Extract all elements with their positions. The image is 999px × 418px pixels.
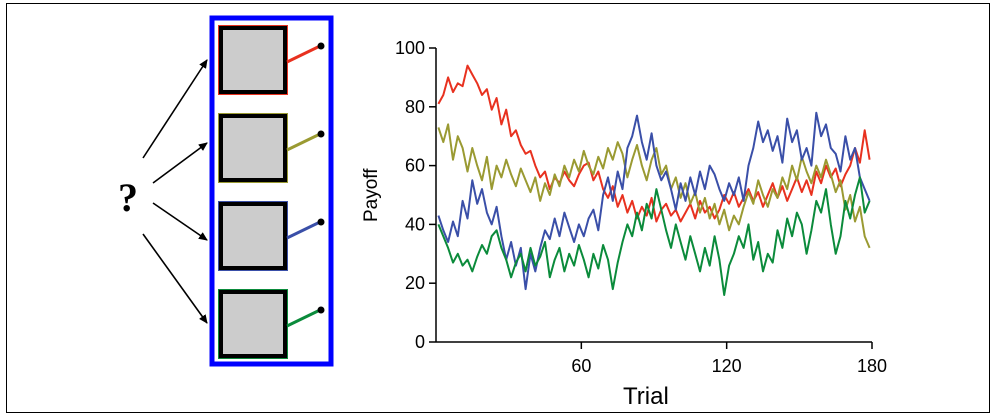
arm-box (219, 202, 287, 270)
arm-knob (317, 42, 325, 50)
arm-box (219, 290, 287, 358)
arm-lever (286, 220, 321, 240)
arrow-to-arm-2 (152, 142, 208, 184)
arm-lever (286, 308, 321, 328)
arm-box (219, 26, 287, 94)
x-tick-label: 120 (712, 356, 742, 376)
arm-knob (317, 130, 325, 138)
arm-lever (286, 132, 321, 152)
arrow-to-arm-3 (152, 202, 208, 241)
x-tick-label: 60 (571, 356, 591, 376)
y-ticks: 0 20 40 60 80 100 (395, 38, 436, 352)
bandit-arm-olive (218, 113, 325, 183)
figure-frame (6, 3, 990, 413)
arrow-to-arm-1 (142, 59, 208, 159)
y-tick-label: 80 (405, 97, 425, 117)
x-axis-title: Trial (623, 383, 669, 410)
series-layer (437, 64, 871, 296)
arm-box (219, 114, 287, 182)
series-line-4 (437, 176, 871, 296)
arm-knob (317, 306, 325, 314)
arm-knob (317, 218, 325, 226)
series-line-3 (437, 111, 871, 291)
y-tick-label: 20 (405, 273, 425, 293)
bandit-arm-blue (218, 201, 325, 271)
arm-lever (286, 44, 321, 64)
y-tick-label: 0 (415, 332, 425, 352)
x-ticks: 60 120 180 (571, 342, 887, 376)
y-axis-title: Payoff (361, 168, 382, 222)
y-tick-label: 40 (405, 214, 425, 234)
arrow-to-arm-4 (142, 233, 208, 324)
x-tick-label: 180 (857, 356, 887, 376)
question-mark: ? (118, 175, 138, 220)
bandit-arms (218, 25, 325, 359)
payoff-chart: 0 20 40 60 80 100 60 120 180 Trial Payoff (361, 38, 887, 410)
y-tick-label: 60 (405, 156, 425, 176)
bandit-arm-green (218, 289, 325, 359)
bandit-arm-red (218, 25, 325, 95)
y-tick-label: 100 (395, 38, 425, 58)
